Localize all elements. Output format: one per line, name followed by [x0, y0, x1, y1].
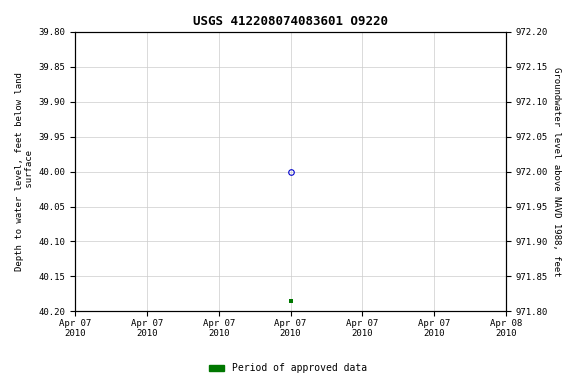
Y-axis label: Groundwater level above NAVD 1988, feet: Groundwater level above NAVD 1988, feet	[552, 67, 561, 276]
Y-axis label: Depth to water level, feet below land
 surface: Depth to water level, feet below land su…	[15, 72, 35, 271]
Title: USGS 412208074083601 O9220: USGS 412208074083601 O9220	[193, 15, 388, 28]
Legend: Period of approved data: Period of approved data	[206, 359, 370, 377]
